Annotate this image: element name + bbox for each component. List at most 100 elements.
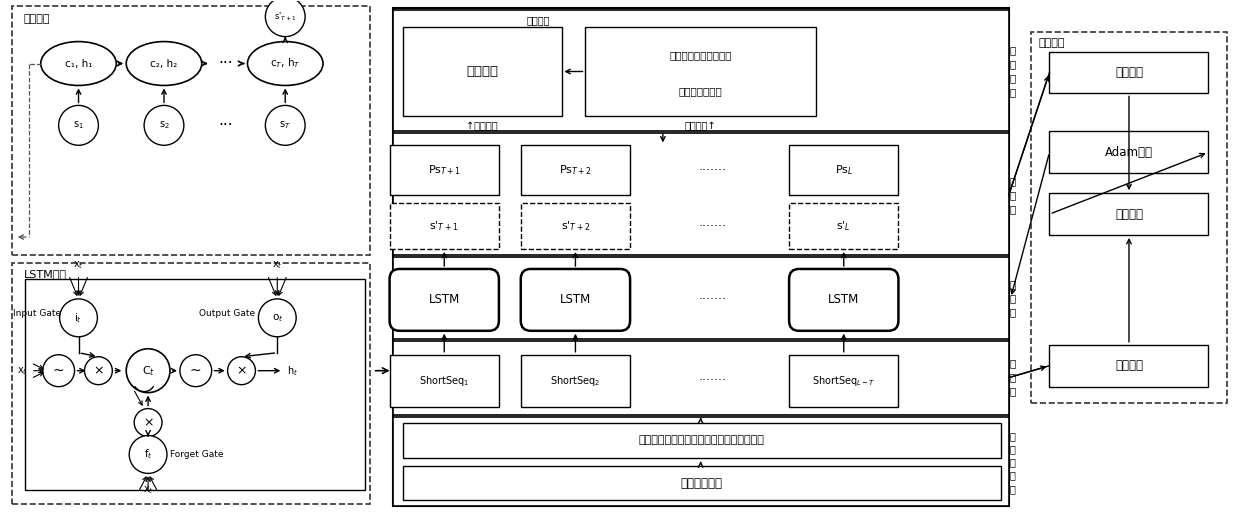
Text: ×: × [93,364,104,377]
Ellipse shape [126,42,202,86]
Text: LSTM: LSTM [828,293,860,306]
FancyBboxPatch shape [520,145,631,195]
FancyBboxPatch shape [520,203,631,249]
Text: x$_t$: x$_t$ [73,259,84,271]
FancyBboxPatch shape [389,203,499,249]
FancyBboxPatch shape [393,341,1009,415]
Text: 生成短序列，训练样本同比去重，独热编码: 生成短序列，训练样本同比去重，独热编码 [639,436,764,445]
FancyBboxPatch shape [25,279,364,490]
Circle shape [59,299,98,337]
Text: Ps$_L$: Ps$_L$ [835,163,852,177]
Text: ·······: ······· [699,293,726,306]
Circle shape [126,349,170,392]
Text: ShortSeq$_2$: ShortSeq$_2$ [550,373,601,388]
Circle shape [265,105,305,145]
Text: c₂, h₂: c₂, h₂ [150,58,177,69]
Text: 异
常
检
测: 异 常 检 测 [1010,46,1016,97]
Text: 数
据
预
处
理: 数 据 预 处 理 [1010,431,1016,494]
Text: 生成模型修正库: 生成模型修正库 [679,87,722,96]
Text: s'$_{T+1}$: s'$_{T+1}$ [430,219,458,233]
Text: 损失计算: 损失计算 [1115,208,1144,221]
Text: f$_t$: f$_t$ [144,447,152,461]
Text: 异常判定: 异常判定 [466,65,498,78]
Text: Input Gate: Input Gate [12,309,61,319]
Text: Ps$_{T+1}$: Ps$_{T+1}$ [427,163,461,177]
FancyBboxPatch shape [1049,345,1208,387]
FancyBboxPatch shape [393,257,1009,339]
FancyBboxPatch shape [789,203,898,249]
Circle shape [129,436,167,473]
Circle shape [43,354,74,387]
Text: ~: ~ [53,364,64,378]
Text: x$_t$: x$_t$ [17,365,27,377]
Ellipse shape [41,42,116,86]
FancyBboxPatch shape [12,263,369,504]
Circle shape [180,354,212,387]
Text: ShortSeq$_1$: ShortSeq$_1$ [419,373,470,388]
FancyBboxPatch shape [1049,51,1208,93]
Text: 网络结构: 网络结构 [24,14,51,24]
FancyBboxPatch shape [389,269,499,331]
Text: ↑检测阶段: ↑检测阶段 [466,122,498,131]
Text: c₁, h₁: c₁, h₁ [64,58,92,69]
FancyBboxPatch shape [403,466,1001,500]
Text: ×: × [142,416,154,429]
Text: s'$_{T+1}$: s'$_{T+1}$ [274,10,296,23]
Text: x$_t$: x$_t$ [142,485,154,497]
Text: 自定义短序列概率阈值: 自定义短序列概率阈值 [669,51,732,61]
FancyBboxPatch shape [393,10,1009,131]
FancyBboxPatch shape [789,269,898,331]
Text: s$_2$: s$_2$ [159,120,170,131]
FancyBboxPatch shape [1031,32,1228,403]
Circle shape [259,299,296,337]
Text: 网络训练: 网络训练 [1038,37,1066,48]
Text: ·······: ······· [699,164,726,177]
Text: ~: ~ [190,364,202,378]
Circle shape [265,0,305,36]
Text: 输
出
层: 输 出 层 [1010,176,1016,214]
FancyBboxPatch shape [520,354,631,407]
Text: ···: ··· [218,56,233,71]
Text: LSTM: LSTM [429,293,460,306]
FancyBboxPatch shape [585,27,817,116]
FancyBboxPatch shape [1049,131,1208,173]
Text: x$_t$: x$_t$ [271,259,282,271]
Text: Forget Gate: Forget Gate [170,450,223,459]
Text: h$_t$: h$_t$ [287,364,299,378]
FancyBboxPatch shape [403,423,1001,459]
Text: s$_T$: s$_T$ [279,120,291,131]
FancyBboxPatch shape [403,27,561,116]
Text: 输
入
层: 输 入 层 [1010,359,1016,397]
FancyBboxPatch shape [389,354,499,407]
Text: ···: ··· [218,118,233,133]
FancyBboxPatch shape [789,145,898,195]
Text: 理论输出: 理论输出 [1115,359,1144,372]
Text: Adam优化: Adam优化 [1105,146,1154,159]
Text: i$_t$: i$_t$ [74,311,83,325]
FancyBboxPatch shape [520,269,631,331]
Text: C$_t$: C$_t$ [141,364,155,378]
Text: Ps$_{T+2}$: Ps$_{T+2}$ [559,163,592,177]
FancyBboxPatch shape [393,8,1009,506]
Text: Output Gate: Output Gate [199,309,255,319]
Circle shape [144,105,183,145]
Circle shape [134,408,162,437]
Text: c$_T$, h$_T$: c$_T$, h$_T$ [270,56,301,70]
FancyBboxPatch shape [1049,193,1208,235]
FancyBboxPatch shape [393,417,1009,506]
Text: ·······: ······· [699,220,726,232]
Text: s$_1$: s$_1$ [73,120,84,131]
Text: s'$_{T+2}$: s'$_{T+2}$ [561,219,590,233]
Text: 模型输出: 模型输出 [1115,66,1144,79]
Text: ×: × [237,364,247,377]
Text: 隐
藏
层: 隐 藏 层 [1010,279,1016,317]
Text: 检测阶段: 检测阶段 [527,15,550,26]
Text: 建模阶段↑: 建模阶段↑ [685,122,716,131]
Circle shape [58,105,98,145]
Circle shape [84,357,113,385]
Text: ShortSeq$_{L-T}$: ShortSeq$_{L-T}$ [812,373,876,388]
Text: ·······: ······· [699,374,726,387]
FancyBboxPatch shape [12,6,369,255]
Text: LSTM单元: LSTM单元 [24,269,67,279]
FancyBboxPatch shape [789,354,898,407]
